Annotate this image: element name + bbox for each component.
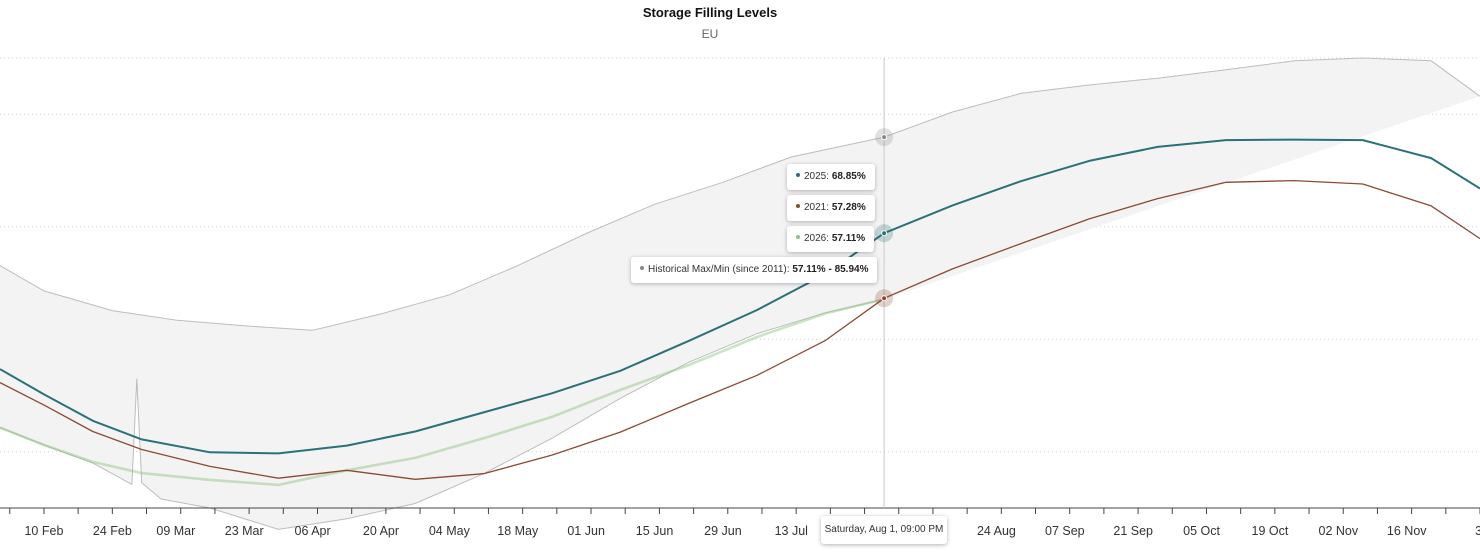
- x-tick-label: 04 May: [429, 524, 471, 538]
- historical-min-line: [0, 298, 885, 530]
- tooltip-value: 68.85%: [831, 171, 866, 182]
- tooltip-label: 2025:: [804, 171, 832, 182]
- tooltip-historical: Historical Max/Min (since 2011): 57.11% …: [631, 257, 878, 283]
- hover-marker-2021: [881, 295, 888, 302]
- tooltip-label: 2021:: [804, 202, 832, 213]
- x-tick-label: 05 Oct: [1183, 524, 1220, 538]
- x-tick-label: 02 Nov: [1319, 524, 1359, 538]
- historical-band-area: [0, 58, 1480, 530]
- x-tick-label: 23 Mar: [225, 524, 264, 538]
- tooltip-value: 57.11%: [831, 233, 866, 244]
- tooltip-value: 57.11% - 85.94%: [792, 264, 869, 275]
- x-tick-label: 06 Apr: [295, 524, 331, 538]
- x-tick-label: 29 Jun: [704, 524, 742, 538]
- tooltip-value: 57.28%: [831, 202, 866, 213]
- x-tick-label: 10 Feb: [24, 524, 63, 538]
- hover-marker-2025: [881, 230, 888, 237]
- x-tick-label: 15 Jun: [636, 524, 674, 538]
- x-tick-label: 01 Jun: [567, 524, 605, 538]
- x-tick-label: 30 N: [1475, 524, 1480, 538]
- x-tick-label: 19 Oct: [1252, 524, 1289, 538]
- chart-subtitle: EU: [702, 27, 719, 41]
- tooltip-2025: 2025: 68.85%: [787, 164, 875, 190]
- tooltip-dot: [796, 204, 800, 209]
- x-tick-label: 07 Sep: [1045, 524, 1085, 538]
- series-line-2026: [0, 298, 885, 487]
- tooltip-2021: 2021: 57.28%: [787, 195, 875, 221]
- historical-max-line: [0, 57, 1480, 331]
- x-tick-label: 16 Nov: [1387, 524, 1427, 538]
- tooltip-dot: [640, 266, 644, 271]
- x-tick-label: 20 Apr: [363, 524, 399, 538]
- chart-title: Storage Filling Levels: [643, 5, 777, 20]
- hover-marker-historical-max: [881, 134, 888, 141]
- tooltip-2026: 2026: 57.11%: [787, 226, 875, 252]
- x-tick-label: 21 Sep: [1113, 524, 1153, 538]
- tooltip-label: Historical Max/Min (since 2011):: [648, 264, 793, 275]
- series-line-2021: [0, 179, 1480, 480]
- x-tick-label: 13 Jul: [775, 524, 808, 538]
- x-tick-label: 18 May: [497, 524, 539, 538]
- x-tick-label: 24 Aug: [977, 524, 1016, 538]
- tooltip-dot: [796, 235, 800, 240]
- tooltip-dot: [796, 173, 800, 178]
- series-line-2025: [0, 138, 1480, 455]
- tooltip-label: 2026:: [804, 233, 832, 244]
- x-tick-label: 09 Mar: [156, 524, 195, 538]
- x-tick-label: 24 Feb: [93, 524, 132, 538]
- x-axis-hover-label: Saturday, Aug 1, 09:00 PM: [821, 516, 947, 544]
